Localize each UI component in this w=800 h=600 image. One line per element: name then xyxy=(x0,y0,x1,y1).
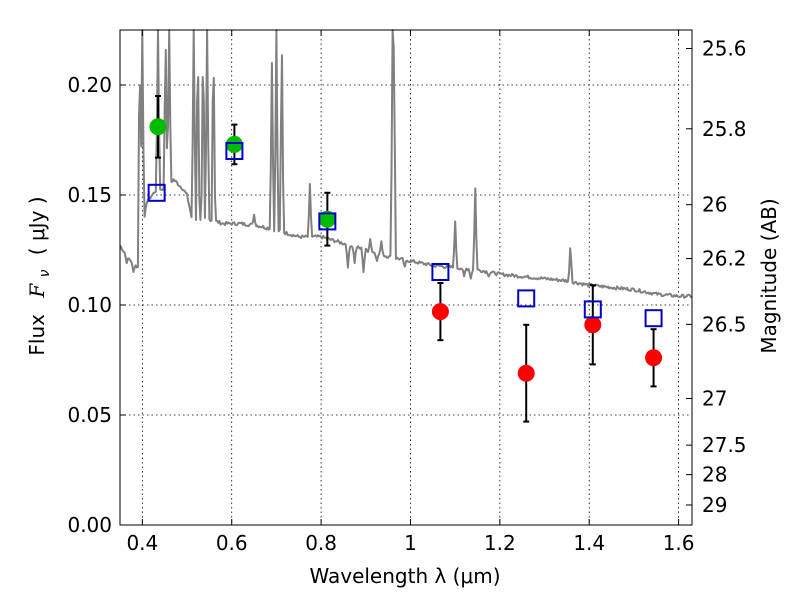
y2-tick-label: 25.8 xyxy=(702,117,747,141)
model-point xyxy=(583,300,602,319)
x-tick-label: 0.6 xyxy=(216,531,248,555)
data-point xyxy=(149,118,167,136)
model-point xyxy=(517,289,536,308)
x-axis-title: Wavelength λ (μm) xyxy=(309,564,500,588)
x-tick-label: 1.4 xyxy=(573,531,605,555)
x-tick-label: 1.2 xyxy=(484,531,516,555)
y2-tick-label: 26.2 xyxy=(702,247,747,271)
model-point xyxy=(431,263,450,281)
y-axis-title-prefix: Flux xyxy=(25,314,49,356)
y2-tick-label: 26 xyxy=(702,193,727,217)
y-tick-label: 0.05 xyxy=(67,403,112,427)
y2-tick-label: 27 xyxy=(702,387,727,411)
plot-frame xyxy=(119,29,693,526)
y2-tick-label: 25.6 xyxy=(702,36,747,60)
y-axis-title-unit: ( μJy ) xyxy=(25,196,49,255)
model-point xyxy=(644,309,663,328)
x-tick-label: 1 xyxy=(404,531,417,555)
y-tick-label: 0.00 xyxy=(67,513,112,537)
data-point xyxy=(584,316,602,334)
y-tick-label: 0.10 xyxy=(67,293,112,317)
y-axis-title: Flux F ν ( μJy ) xyxy=(25,196,54,355)
y2-ticks: 25.6 25.8 26 26.2 26.5 27 27.5 28 29 xyxy=(686,36,747,517)
y2-tick-label: 27.5 xyxy=(702,433,747,457)
spectrum-path xyxy=(119,29,693,299)
y-axis-title-symbol: F xyxy=(25,283,49,299)
y2-tick-label: 29 xyxy=(702,493,727,517)
model-point xyxy=(318,212,337,231)
y2-tick-label: 28 xyxy=(702,463,727,487)
y-axis-title-subscript: ν xyxy=(37,269,53,277)
x-tick-label: 0.8 xyxy=(305,531,337,555)
y-ticks: 0.00 0.05 0.10 0.15 0.20 xyxy=(67,73,126,537)
x-ticks: 0.4 0.6 0.8 1 1.2 1.4 1.6 xyxy=(126,30,695,555)
data-markers xyxy=(147,118,663,382)
y2-axis-title: Magnitude (AB) xyxy=(757,198,781,353)
data-point xyxy=(431,303,449,321)
data-point xyxy=(645,349,663,367)
x-tick-label: 0.4 xyxy=(126,531,158,555)
y-tick-label: 0.15 xyxy=(67,183,112,207)
spectrum-line xyxy=(119,29,693,299)
model-point xyxy=(147,183,166,202)
data-point xyxy=(517,364,535,382)
y2-tick-label: 26.5 xyxy=(702,312,747,336)
model-point xyxy=(225,142,244,160)
y-tick-label: 0.20 xyxy=(67,73,112,97)
x-tick-label: 1.6 xyxy=(663,531,695,555)
data-point xyxy=(225,135,243,153)
